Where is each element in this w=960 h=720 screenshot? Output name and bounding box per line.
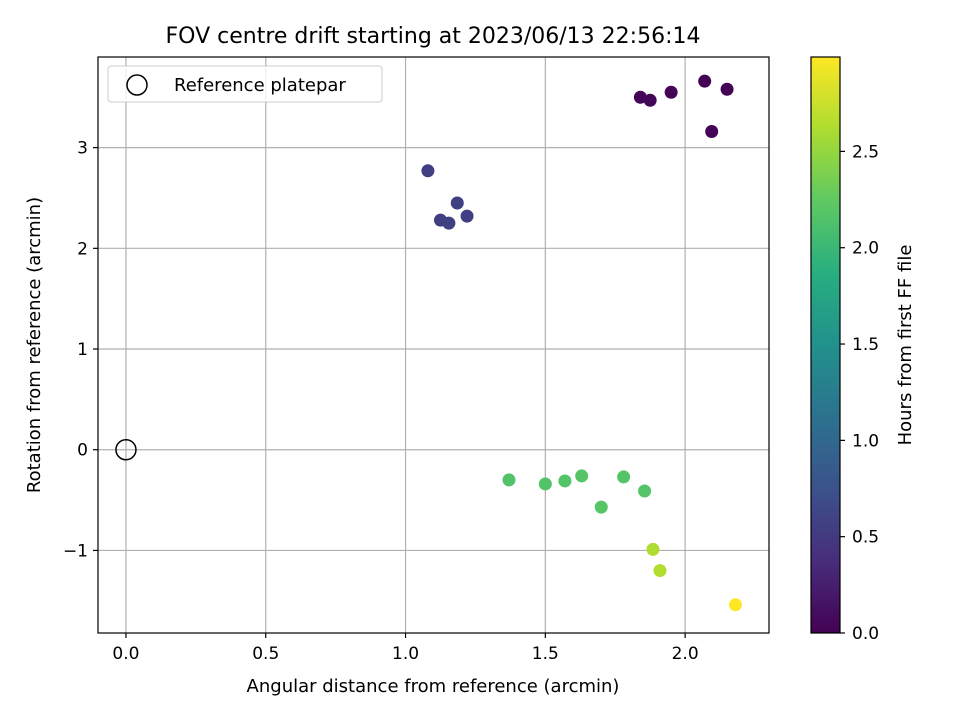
x-tick-label: 1.5 <box>532 644 559 664</box>
colorbar-tick-label: 1.5 <box>852 335 879 355</box>
scatter-point <box>617 470 631 484</box>
x-axis-label: Angular distance from reference (arcmin) <box>247 676 620 697</box>
y-tick-label: 0 <box>77 441 88 461</box>
scatter-point <box>594 500 608 514</box>
x-tick-label: 2.0 <box>672 644 699 664</box>
x-tick-label: 0.5 <box>252 644 279 664</box>
scatter-point <box>653 564 667 578</box>
colorbar-ticks: 0.0 0.5 1.0 1.5 2.0 2.5 <box>840 142 879 644</box>
colorbar-tick-label: 0.5 <box>852 528 879 548</box>
scatter-point <box>720 82 734 96</box>
scatter-point <box>643 93 657 107</box>
scatter-point <box>646 542 660 556</box>
x-axis-ticks: 0.0 0.5 1.0 1.5 2.0 <box>112 633 699 664</box>
legend-marker-reference <box>126 74 148 96</box>
grid <box>98 57 769 633</box>
colorbar-tick-label: 0.0 <box>852 624 879 644</box>
y-tick-label: 2 <box>77 239 88 259</box>
scatter-point <box>728 598 742 612</box>
scatter-point <box>421 164 435 178</box>
y-tick-label: −1 <box>63 541 88 561</box>
y-axis-label: Rotation from reference (arcmin) <box>24 197 45 493</box>
scatter-point <box>450 196 464 210</box>
y-tick-label: 3 <box>77 139 88 159</box>
legend-box <box>107 65 383 103</box>
colorbar-label: Hours from first FF file <box>895 245 916 446</box>
reference-platepar-marker <box>115 438 137 461</box>
scatter-point <box>575 469 589 483</box>
scatter-point <box>664 85 678 99</box>
scatter-point <box>698 74 712 88</box>
scatter-point <box>538 477 552 491</box>
x-tick-label: 1.0 <box>392 644 419 664</box>
colorbar-tick-label: 1.0 <box>852 431 879 451</box>
colorbar-tick-label: 2.0 <box>852 239 879 259</box>
data-points <box>115 74 742 612</box>
colorbar-tick-label: 2.5 <box>852 142 879 162</box>
scatter-point <box>558 474 572 488</box>
chart-title: FOV centre drift starting at 2023/06/13 … <box>166 24 701 49</box>
colorbar <box>810 56 841 634</box>
scatter-point <box>633 90 647 104</box>
x-tick-label: 0.0 <box>112 644 139 664</box>
legend-entry-reference: Reference platepar <box>174 75 346 96</box>
scatter-point <box>502 473 516 487</box>
legend: Reference platepar <box>107 65 383 103</box>
plot-frame <box>97 56 770 634</box>
scatter-point <box>460 209 474 223</box>
scatter-point <box>442 216 456 230</box>
y-tick-label: 1 <box>77 340 88 360</box>
scatter-point <box>705 125 719 139</box>
scatter-point <box>638 484 652 498</box>
y-axis-ticks: −1 0 1 2 3 <box>63 139 98 561</box>
